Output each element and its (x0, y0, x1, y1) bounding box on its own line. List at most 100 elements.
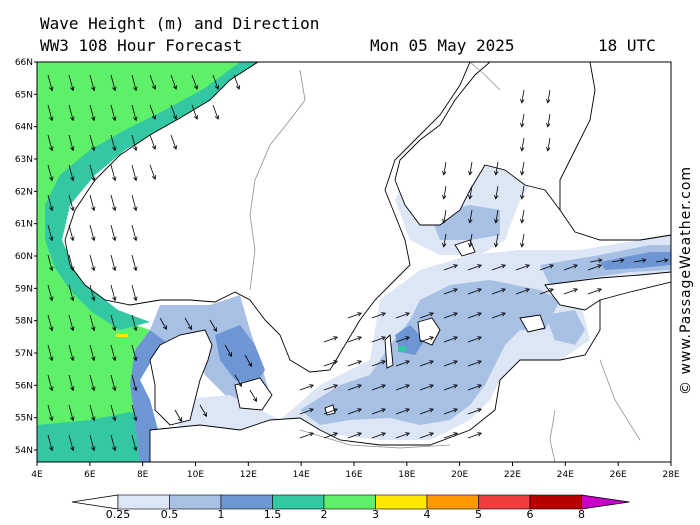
direction-arrow (68, 104, 75, 122)
direction-arrow (199, 404, 207, 417)
oland-land (384, 334, 394, 369)
direction-arrow (149, 104, 157, 120)
direction-arrow (539, 264, 554, 271)
direction-arrow (233, 74, 241, 90)
direction-arrow (520, 89, 525, 104)
direction-arrow (442, 209, 447, 224)
direction-arrow (110, 404, 117, 422)
direction-arrow (131, 164, 138, 182)
lon-label: 14E (293, 470, 310, 480)
direction-arrow (47, 284, 54, 302)
direction-arrow (68, 224, 75, 242)
direction-arrow (443, 312, 458, 319)
kattegat-wave-1m (215, 325, 265, 385)
direction-arrow (131, 284, 138, 302)
direction-arrow (149, 74, 157, 90)
bornholm-wave-05m (420, 340, 485, 375)
direction-arrow (131, 434, 138, 452)
colorbar-high-end (581, 494, 630, 510)
lat-label: 62N (15, 187, 33, 197)
direction-arrow (419, 384, 434, 391)
finland-land (559, 62, 671, 241)
direction-arrow (371, 384, 386, 391)
direction-arrow (563, 264, 578, 271)
direction-arrow (212, 104, 220, 120)
direction-arrow (442, 233, 447, 248)
lon-label: 6E (84, 470, 96, 480)
direction-arrow (47, 404, 54, 422)
colorbar-swatch (117, 494, 170, 510)
direction-arrow (395, 408, 410, 415)
direction-arrow (520, 185, 525, 200)
direction-arrow (131, 374, 138, 392)
direction-arrow (110, 434, 117, 452)
direction-arrow (110, 164, 117, 182)
colorbar-swatch (220, 494, 273, 510)
lat-label: 58N (15, 317, 33, 327)
colorbar-swatch (478, 494, 531, 510)
direction-arrow (395, 336, 410, 343)
direction-arrow (131, 314, 138, 332)
direction-arrow (587, 288, 602, 295)
direction-arrow (546, 137, 551, 152)
direction-arrow (655, 258, 669, 263)
direction-arrow (371, 360, 386, 367)
lon-label: 24E (557, 470, 574, 480)
direction-arrow (47, 344, 54, 362)
direction-arrow (131, 224, 138, 242)
direction-arrow (89, 224, 96, 242)
colorbar-label: 0.25 (105, 508, 131, 521)
direction-arrow (323, 336, 338, 343)
direction-arrow (209, 319, 217, 332)
direction-arrow (515, 264, 530, 271)
direction-arrow (299, 384, 314, 391)
direction-arrow (68, 404, 75, 422)
direction-arrow (131, 344, 138, 362)
colorbar-label: 1 (217, 508, 225, 521)
direction-arrow (468, 161, 473, 176)
direction-arrow (467, 288, 482, 295)
direction-arrow (299, 408, 314, 415)
direction-arrow (47, 134, 54, 152)
direction-arrow (68, 194, 75, 212)
direction-arrow (491, 312, 506, 319)
colorbar-swatch (272, 494, 325, 510)
direction-arrow (149, 164, 157, 180)
direction-arrow (467, 336, 482, 343)
lon-label: 26E (610, 470, 627, 480)
saaremaa-land (519, 314, 546, 333)
direction-arrow (395, 360, 410, 367)
direction-arrow (443, 432, 458, 439)
lat-label: 66N (15, 58, 33, 68)
colorbar-swatch (375, 494, 428, 510)
direction-arrow (68, 374, 75, 392)
direction-arrow (131, 104, 138, 122)
direction-arrow (110, 104, 117, 122)
direction-arrow (68, 344, 75, 362)
lon-label: 18E (398, 470, 415, 480)
direction-arrow (89, 314, 96, 332)
wave-marker-yellow (116, 334, 128, 337)
colorbar-label: 8 (578, 508, 585, 521)
direction-arrow (224, 344, 232, 357)
direction-arrow (491, 264, 506, 271)
direction-arrow (47, 164, 54, 182)
direction-arrow (494, 185, 499, 200)
direction-arrow (467, 432, 482, 439)
direction-arrow (494, 161, 499, 176)
direction-arrow (323, 360, 338, 367)
direction-arrow (347, 408, 362, 415)
direction-arrow (47, 74, 54, 92)
direction-arrow (47, 254, 54, 272)
lat-label: 61N (15, 220, 33, 230)
colorbar-label: 6 (526, 508, 534, 521)
direction-arrow (633, 258, 647, 263)
denmark-land (149, 329, 213, 426)
direction-arrow (89, 434, 96, 452)
direction-arrow (395, 384, 410, 391)
direction-arrow (89, 284, 96, 302)
direction-arrow (443, 336, 458, 343)
gotland-land (417, 317, 441, 346)
direction-arrow (323, 432, 338, 439)
direction-arrow (89, 164, 96, 182)
